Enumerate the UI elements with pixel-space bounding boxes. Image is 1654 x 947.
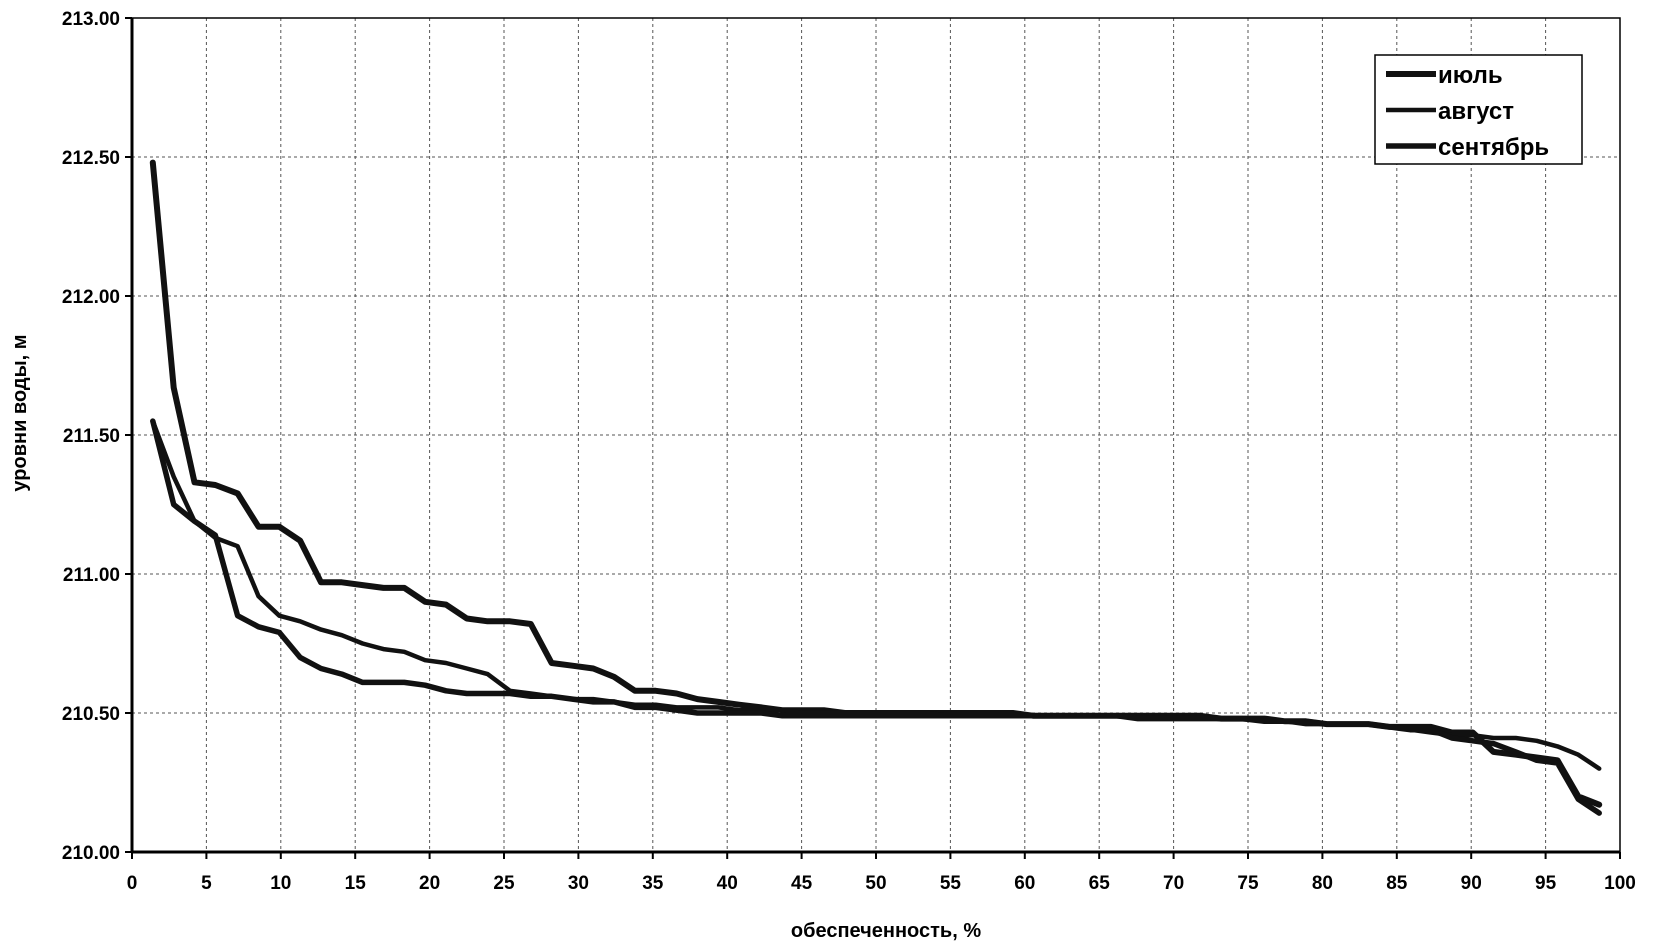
x-tick-label: 0 xyxy=(127,873,138,894)
tick-labels: 0 5 10 15 20 25 30 35 40 45 50 55 60 65 70 75 80 85 90 95 10… xyxy=(62,9,1636,894)
x-tick-label: 100 xyxy=(1604,873,1636,894)
x-tick-label: 65 xyxy=(1089,873,1111,894)
x-tick-label: 50 xyxy=(865,873,886,894)
x-tick-label: 90 xyxy=(1461,873,1482,894)
series-group xyxy=(149,159,1603,816)
x-tick-label: 35 xyxy=(642,873,664,894)
grid xyxy=(132,18,1620,852)
x-tick-label: 80 xyxy=(1312,873,1333,894)
plot-frame xyxy=(125,17,1621,859)
y-tick-label: 211.50 xyxy=(63,426,120,447)
y-tick-label: 211.00 xyxy=(63,565,120,586)
y-axis-title: уровни воды, м xyxy=(9,334,31,491)
legend-label: сентябрь xyxy=(1438,134,1549,161)
x-tick-label: 5 xyxy=(201,873,212,894)
legend-label: август xyxy=(1438,98,1514,125)
legend: июль август сентябрь xyxy=(1374,54,1583,165)
x-tick-label: 55 xyxy=(940,873,962,894)
series-line-3 xyxy=(150,418,1602,816)
x-tick-label: 85 xyxy=(1386,873,1408,894)
x-tick-label: 15 xyxy=(345,873,367,894)
y-tick-label: 212.50 xyxy=(62,148,120,169)
x-tick-label: 40 xyxy=(717,873,738,894)
x-tick-label: 70 xyxy=(1163,873,1184,894)
x-tick-label: 25 xyxy=(493,873,515,894)
x-axis-title: обеспеченность, % xyxy=(791,920,981,942)
x-tick-label: 95 xyxy=(1535,873,1557,894)
x-tick-label: 10 xyxy=(270,873,291,894)
x-tick-label: 75 xyxy=(1237,873,1259,894)
x-tick-label: 20 xyxy=(419,873,440,894)
x-tick-label: 45 xyxy=(791,873,813,894)
y-tick-label: 213.00 xyxy=(62,9,120,30)
x-tick-label: 60 xyxy=(1014,873,1035,894)
y-tick-label: 210.50 xyxy=(62,704,120,725)
y-tick-label: 210.00 xyxy=(62,843,120,864)
y-tick-label: 212.00 xyxy=(62,287,120,308)
legend-label: июль xyxy=(1438,62,1503,89)
x-tick-label: 30 xyxy=(568,873,589,894)
